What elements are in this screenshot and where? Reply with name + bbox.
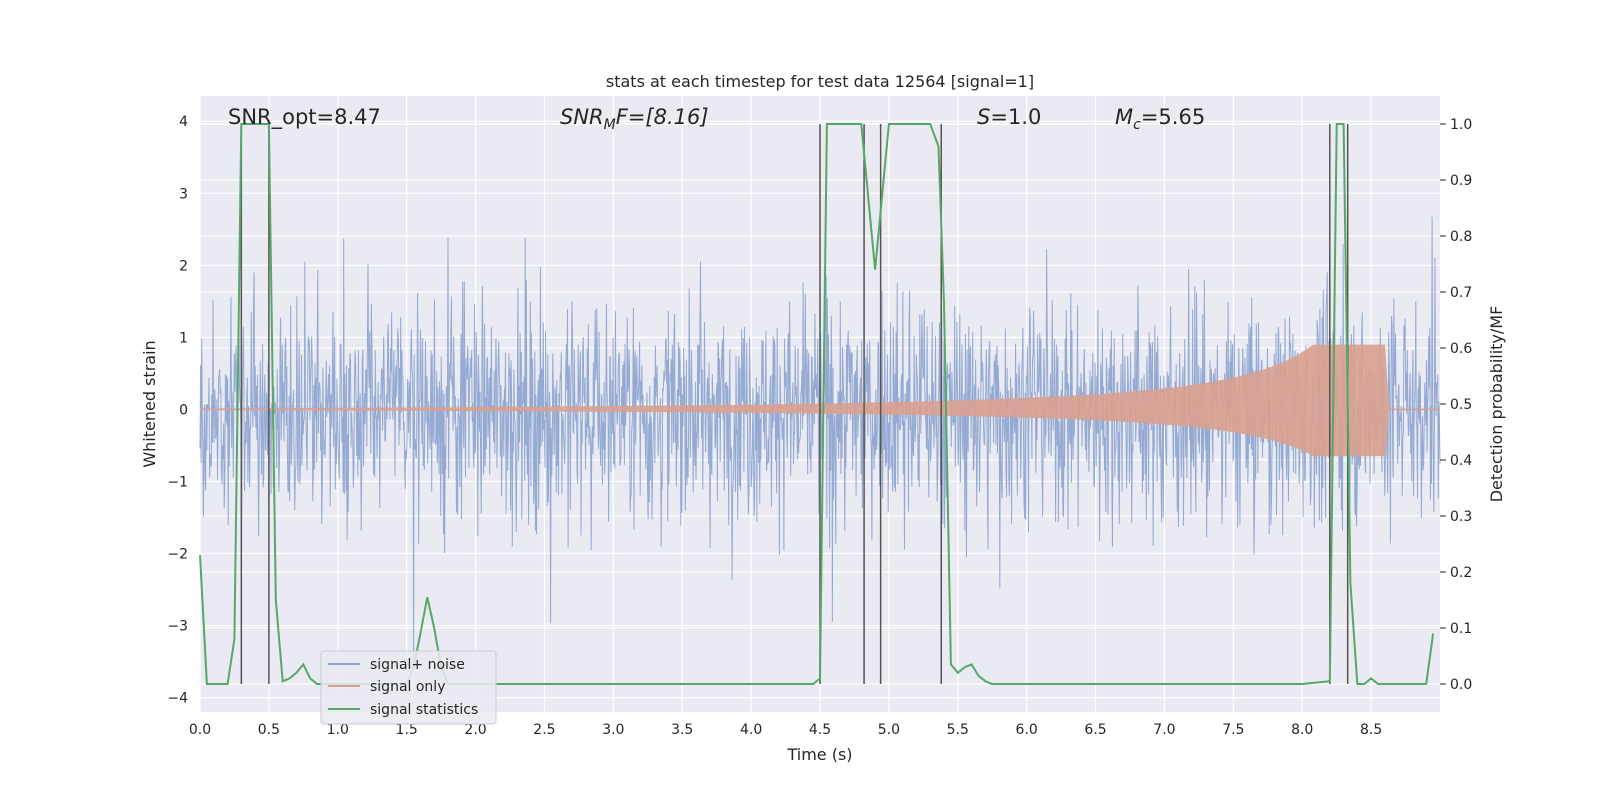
y-tick-label-right: 1.0 — [1450, 117, 1472, 133]
y-tick-label-left: −3 — [167, 619, 188, 635]
y-tick-label-right: 0.2 — [1450, 565, 1472, 581]
y-tick-label-left: 1 — [179, 330, 188, 346]
s-var: S — [977, 105, 990, 129]
annotation-snr-mf: SNRMF=[8.16] — [560, 105, 709, 133]
x-tick-label: 5.0 — [878, 722, 900, 738]
y-tick-labels-left: −4 −3 −2 −1 0 1 2 3 4 — [167, 114, 188, 706]
x-tick-label: 1.5 — [396, 722, 418, 738]
x-tick-label: 6.5 — [1084, 722, 1106, 738]
y-tick-label-left: −2 — [167, 546, 188, 562]
x-tick-label: 1.0 — [327, 722, 349, 738]
y-tick-label-left: −1 — [167, 474, 188, 490]
x-tick-label: 4.5 — [809, 722, 831, 738]
y-tick-labels-right: 0.0 0.1 0.2 0.3 0.4 0.5 0.6 0.7 0.8 0.9 1.0 — [1440, 117, 1472, 693]
signal-only-trace — [200, 344, 1440, 457]
y-tick-label-left: 0 — [179, 402, 188, 418]
snr-mf-rest: F=[8.16] — [616, 105, 709, 129]
x-axis-label: Time (s) — [786, 745, 852, 764]
x-tick-label: 8.5 — [1360, 722, 1382, 738]
x-tick-label: 4.0 — [740, 722, 762, 738]
x-tick-label: 8.0 — [1291, 722, 1313, 738]
x-tick-label: 7.0 — [1153, 722, 1175, 738]
snr-mf-base: SNR — [560, 105, 604, 129]
snr-mf-sub: M — [604, 117, 616, 133]
y-tick-label-left: −4 — [167, 691, 188, 707]
annotation-snr-opt: SNR_opt=8.47 — [228, 105, 381, 130]
x-tick-label: 2.5 — [533, 722, 555, 738]
x-tick-label: 5.5 — [947, 722, 969, 738]
y-axis-label-right: Detection probability/MF — [1487, 306, 1506, 503]
y-tick-label-right: 0.3 — [1450, 509, 1472, 525]
signal-only-path — [200, 344, 1389, 457]
legend: signal+ noise signal only signal statist… — [320, 650, 497, 725]
y-axis-label-left: Whitened strain — [140, 340, 159, 467]
signal-statistics-path — [199, 123, 1435, 685]
legend-label-signal-only: signal only — [370, 679, 445, 695]
legend-label-signal-statistics: signal statistics — [370, 702, 478, 718]
x-tick-label: 6.0 — [1016, 722, 1038, 738]
mc-var: M — [1115, 105, 1133, 129]
y-tick-label-right: 0.1 — [1450, 621, 1472, 637]
y-tick-label-left: 2 — [179, 258, 188, 274]
y-tick-label-right: 0.4 — [1450, 453, 1472, 469]
y-tick-label-right: 0.8 — [1450, 229, 1472, 245]
y-tick-label-left: 4 — [179, 114, 188, 130]
annotation-s: S=1.0 — [977, 105, 1041, 129]
y-tick-label-right: 0.7 — [1450, 285, 1472, 301]
mc-rest: =5.65 — [1141, 105, 1205, 129]
annotation-mc: Mc=5.65 — [1115, 105, 1205, 133]
s-rest: =1.0 — [990, 105, 1041, 129]
signal-statistics-line — [199, 123, 1435, 685]
x-tick-label: 7.5 — [1222, 722, 1244, 738]
y-tick-label-right: 0.5 — [1450, 397, 1472, 413]
x-tick-label: 3.5 — [671, 722, 693, 738]
x-tick-label: 2.0 — [464, 722, 486, 738]
x-tick-label: 3.0 — [602, 722, 624, 738]
x-tick-label: 0.5 — [258, 722, 280, 738]
y-tick-label-right: 0.9 — [1450, 173, 1472, 189]
legend-box — [320, 650, 497, 725]
y-tick-label-left: 3 — [179, 186, 188, 202]
mc-sub: c — [1133, 117, 1141, 133]
chart-title: stats at each timestep for test data 125… — [606, 72, 1034, 91]
x-tick-label: 0.0 — [189, 722, 211, 738]
legend-label-signal-noise: signal+ noise — [370, 657, 465, 673]
y-tick-label-right: 0.0 — [1450, 677, 1472, 693]
y-tick-label-right: 0.6 — [1450, 341, 1472, 357]
x-tick-labels: 0.0 0.5 1.0 1.5 2.0 2.5 3.0 3.5 4.0 4.5 5.0 5.5 6.0 6… — [189, 722, 1382, 738]
